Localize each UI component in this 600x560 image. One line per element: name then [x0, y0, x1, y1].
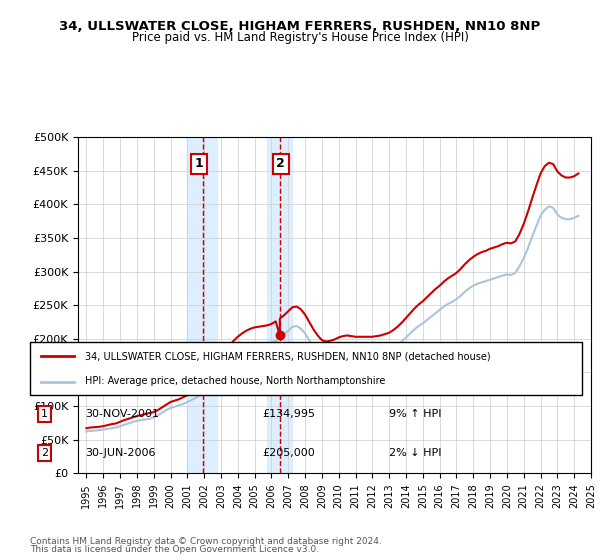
Text: 2: 2 — [277, 157, 285, 170]
Text: Contains HM Land Registry data © Crown copyright and database right 2024.: Contains HM Land Registry data © Crown c… — [30, 537, 382, 546]
Bar — [187, 137, 217, 473]
Text: 9% ↑ HPI: 9% ↑ HPI — [389, 409, 442, 419]
Text: 2: 2 — [41, 448, 48, 458]
Text: 34, ULLSWATER CLOSE, HIGHAM FERRERS, RUSHDEN, NN10 8NP: 34, ULLSWATER CLOSE, HIGHAM FERRERS, RUS… — [59, 20, 541, 32]
Text: 30-NOV-2001: 30-NOV-2001 — [85, 409, 159, 419]
Text: 2% ↓ HPI: 2% ↓ HPI — [389, 448, 442, 458]
Text: £205,000: £205,000 — [262, 448, 314, 458]
Text: £134,995: £134,995 — [262, 409, 315, 419]
Text: 34, ULLSWATER CLOSE, HIGHAM FERRERS, RUSHDEN, NN10 8NP (detached house): 34, ULLSWATER CLOSE, HIGHAM FERRERS, RUS… — [85, 352, 491, 362]
FancyBboxPatch shape — [30, 342, 582, 395]
Text: 1: 1 — [41, 409, 48, 419]
Text: 30-JUN-2006: 30-JUN-2006 — [85, 448, 156, 458]
Text: HPI: Average price, detached house, North Northamptonshire: HPI: Average price, detached house, Nort… — [85, 376, 386, 386]
Bar — [267, 137, 292, 473]
Text: Price paid vs. HM Land Registry's House Price Index (HPI): Price paid vs. HM Land Registry's House … — [131, 31, 469, 44]
Text: This data is licensed under the Open Government Licence v3.0.: This data is licensed under the Open Gov… — [30, 545, 319, 554]
Text: 1: 1 — [194, 157, 203, 170]
